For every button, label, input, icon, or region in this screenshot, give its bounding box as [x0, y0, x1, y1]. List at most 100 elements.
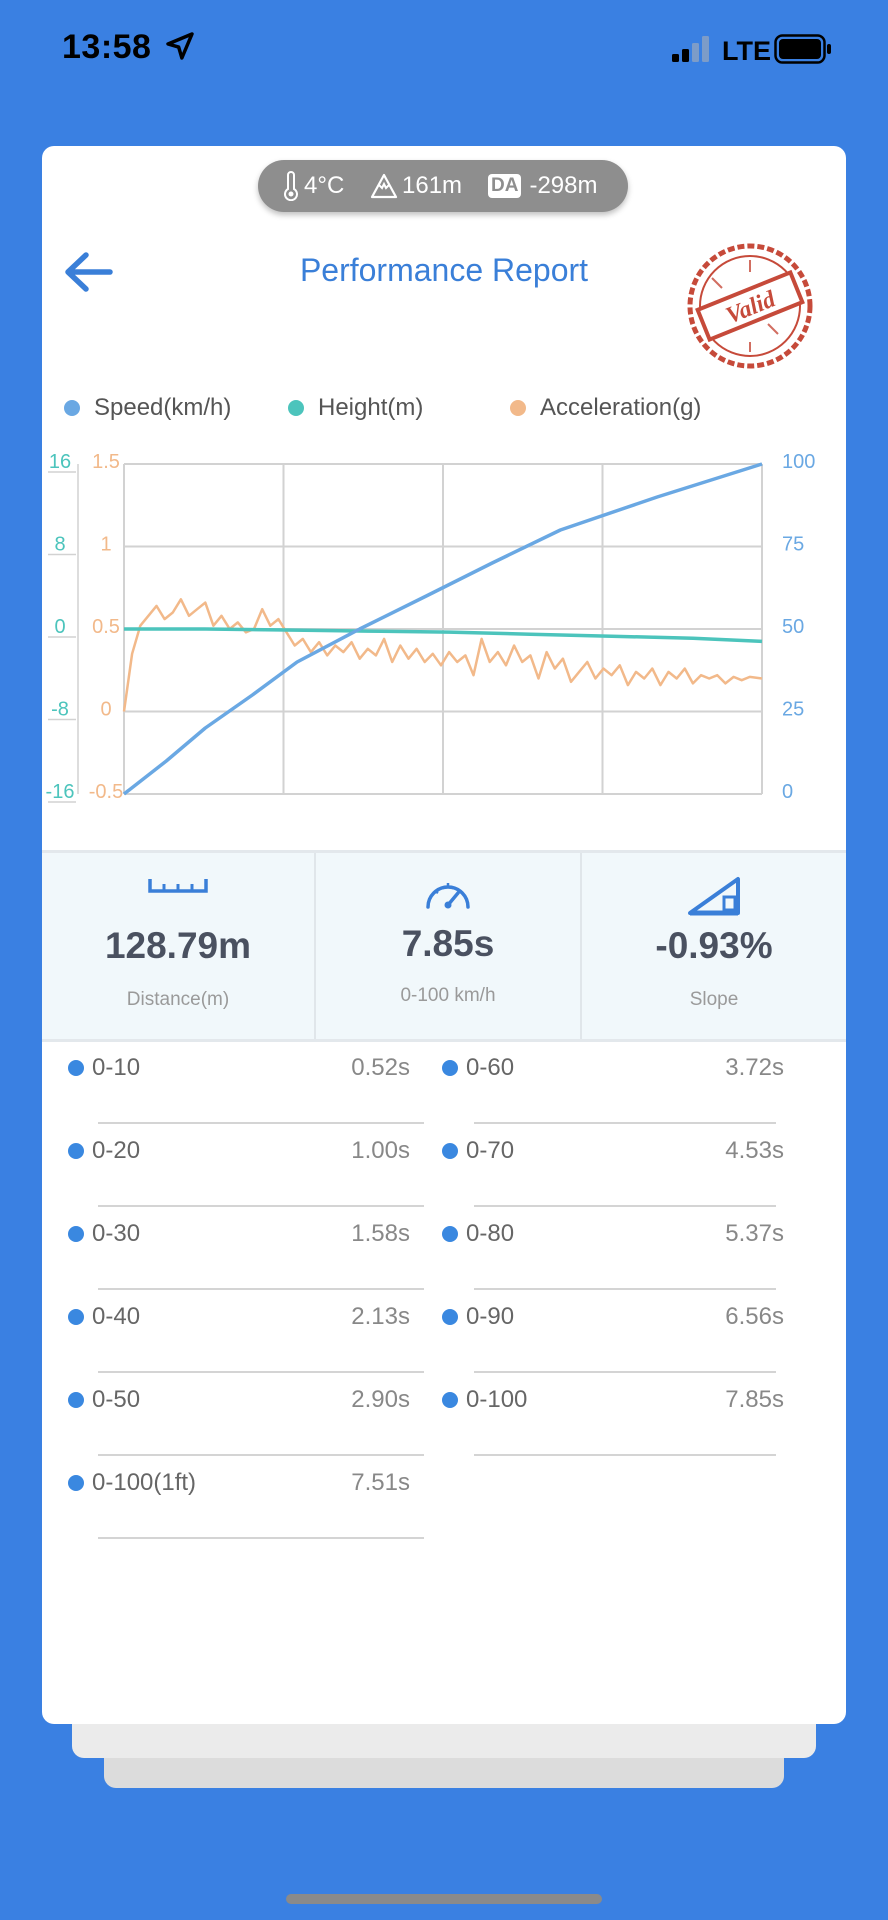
- report-card: 4°C 161m DA -298m Performance Report Val…: [42, 146, 846, 1724]
- split-divider: [98, 1205, 424, 1207]
- valid-stamp: Valid: [687, 243, 813, 369]
- split-row: 0-30 1.58s: [42, 1212, 846, 1290]
- split-label: 0-90: [466, 1303, 515, 1330]
- split-row: 0-50 2.90s: [42, 1378, 846, 1456]
- stats-panel: 128.79m Distance(m) 7.85s 0-100 km/h: [42, 850, 846, 1042]
- speed-tick-label: 0: [782, 781, 793, 803]
- split-row: 0-80 5.37s: [42, 1212, 846, 1290]
- stat-divider: [314, 853, 316, 1039]
- split-divider: [98, 1537, 424, 1539]
- slope-icon: [688, 877, 740, 916]
- legend-speed-label: Speed(km/h): [94, 394, 232, 421]
- split-time: 5.37s: [725, 1220, 784, 1247]
- speed-tick-label: 100: [782, 451, 815, 473]
- acceleration-tick-label: 1.5: [92, 451, 120, 473]
- temperature-value: 4°C: [304, 172, 345, 199]
- location-arrow-icon: [166, 32, 194, 60]
- split-time: 4.53s: [725, 1137, 784, 1164]
- acceleration-tick-label: -0.5: [89, 781, 123, 803]
- stat-time: 7.85s 0-100 km/h: [316, 853, 580, 1039]
- chart-legend: Speed(km/h) Height(m) Acceleration(g): [42, 394, 846, 434]
- legend-acceleration-label: Acceleration(g): [540, 394, 702, 421]
- altitude-value: 161m: [402, 172, 463, 199]
- legend-speed-dot: [64, 400, 80, 416]
- split-dot: [68, 1226, 84, 1242]
- split-divider: [474, 1205, 776, 1207]
- split-time: 2.90s: [351, 1386, 410, 1413]
- legend-height-label: Height(m): [318, 394, 424, 421]
- split-label: 0-10: [92, 1054, 141, 1081]
- height-line: [124, 627, 763, 644]
- split-divider: [474, 1122, 776, 1124]
- split-divider: [474, 1371, 776, 1373]
- speedometer-icon: [426, 883, 470, 909]
- speed-tick-label: 50: [782, 616, 804, 638]
- split-row: 0-100(1ft) 7.51s: [42, 1461, 846, 1539]
- split-time: 1.00s: [351, 1137, 410, 1164]
- status-time: 13:58: [62, 28, 152, 66]
- acceleration-tick-label: 0.5: [92, 616, 120, 638]
- split-dot: [442, 1060, 458, 1076]
- split-divider: [98, 1288, 424, 1290]
- thermometer-icon: [284, 171, 298, 201]
- stat-slope: -0.93% Slope: [582, 853, 846, 1039]
- ruler-icon: [148, 879, 208, 893]
- density-altitude-item: DA -298m: [488, 160, 597, 212]
- network-label: LTE: [722, 36, 771, 66]
- split-row: 0-40 2.13s: [42, 1295, 846, 1373]
- acceleration-tick-label: 1: [100, 534, 111, 556]
- split-label: 0-70: [466, 1137, 515, 1164]
- legend-height-dot: [288, 400, 304, 416]
- height-tick-label: -16: [46, 781, 75, 803]
- height-tick-label: -8: [51, 699, 69, 721]
- split-row: 0-20 1.00s: [42, 1129, 846, 1207]
- split-row: 0-100 7.85s: [42, 1378, 846, 1456]
- split-row: 0-10 0.52s: [42, 1046, 846, 1124]
- conditions-pill: 4°C 161m DA -298m: [258, 160, 628, 212]
- legend-speed: Speed(km/h): [64, 394, 231, 422]
- density-altitude-value: -298m: [529, 172, 598, 199]
- battery-icon: [774, 34, 831, 64]
- time-label: 0-100 km/h: [400, 985, 496, 1006]
- distance-label: Distance(m): [126, 989, 230, 1010]
- acceleration-tick-label: 0: [100, 699, 111, 721]
- split-dot: [68, 1060, 84, 1076]
- split-time: 7.85s: [725, 1386, 784, 1413]
- split-label: 0-100(1ft): [92, 1469, 197, 1496]
- split-time: 0.52s: [351, 1054, 410, 1081]
- split-label: 0-80: [466, 1220, 515, 1247]
- status-bar: 13:58 LTE: [0, 0, 888, 100]
- mountain-icon: [370, 173, 398, 199]
- speed-tick-label: 25: [782, 699, 804, 721]
- page-title: Performance Report: [299, 252, 589, 288]
- speed-tick-label: 75: [782, 534, 804, 556]
- legend-acceleration-dot: [510, 400, 526, 416]
- stat-distance: 128.79m Distance(m): [42, 853, 314, 1039]
- split-divider: [98, 1371, 424, 1373]
- altitude-item: 161m: [370, 160, 462, 212]
- height-tick-label: 16: [49, 451, 71, 473]
- split-row: 0-90 6.56s: [42, 1295, 846, 1373]
- split-label: 0-20: [92, 1137, 141, 1164]
- back-arrow-icon[interactable]: [60, 244, 116, 300]
- legend-height: Height(m): [288, 394, 423, 422]
- slope-value: -0.93%: [655, 925, 773, 966]
- split-label: 0-40: [92, 1303, 141, 1330]
- split-row: 0-70 4.53s: [42, 1129, 846, 1207]
- performance-chart: 16 1.5 100 8 1 75 0 0.5 50 -8 0 25 -16 -0.5 0: [46, 451, 816, 803]
- time-value: 7.85s: [401, 923, 495, 964]
- temperature-item: 4°C: [282, 160, 344, 212]
- split-divider: [474, 1288, 776, 1290]
- speed-line: [122, 462, 763, 796]
- split-label: 0-30: [92, 1220, 141, 1247]
- signal-icon: [672, 36, 709, 62]
- split-dot: [68, 1475, 84, 1491]
- split-dot: [442, 1226, 458, 1242]
- split-divider: [98, 1122, 424, 1124]
- slope-label: Slope: [689, 989, 739, 1010]
- split-row: 0-60 3.72s: [42, 1046, 846, 1124]
- stat-divider: [580, 853, 582, 1039]
- height-tick-label: 8: [54, 534, 65, 556]
- height-tick-label: 0: [54, 616, 65, 638]
- home-indicator: [286, 1894, 602, 1904]
